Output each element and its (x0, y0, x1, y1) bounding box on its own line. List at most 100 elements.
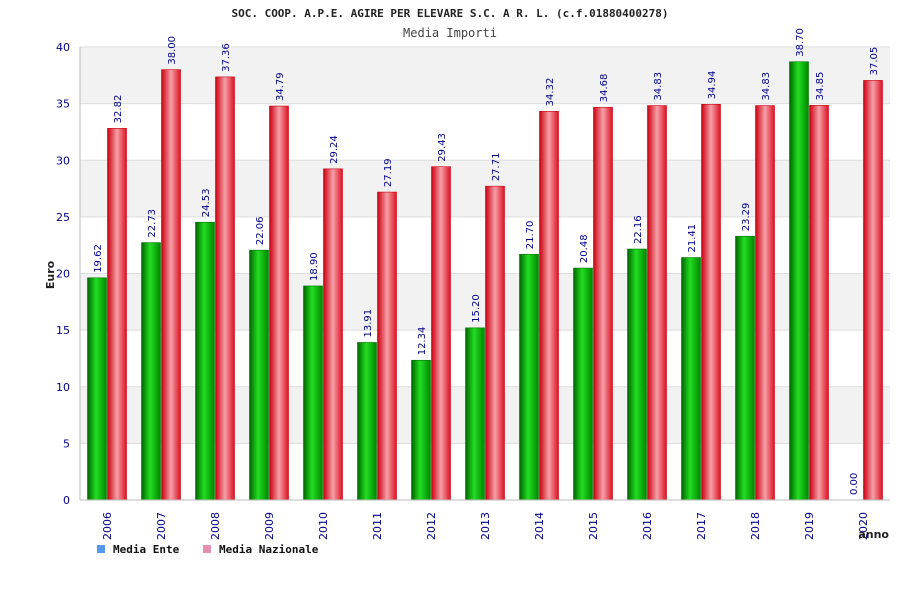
plot-band (80, 386, 890, 444)
x-tick-label: 2018 (749, 512, 762, 540)
x-tick-label: 2012 (425, 512, 438, 540)
data-label: 37.05 (869, 47, 880, 76)
y-tick-label: 5 (63, 437, 70, 450)
x-tick-label: 2020 (857, 512, 870, 540)
data-label: 21.41 (687, 224, 698, 253)
x-tick-label: 2019 (803, 512, 816, 540)
data-label: 38.00 (167, 36, 178, 65)
data-label: 34.85 (815, 72, 826, 101)
data-label: 21.70 (525, 221, 536, 250)
data-label: 24.53 (201, 189, 212, 218)
x-tick-label: 2017 (695, 512, 708, 540)
data-label: 37.36 (221, 43, 232, 72)
y-tick-label: 25 (56, 211, 70, 224)
data-label: 18.90 (309, 252, 320, 281)
data-label: 23.29 (741, 203, 752, 232)
bar-media-nazionale-2012 (431, 166, 451, 501)
bar-media-nazionale-2010 (323, 168, 343, 501)
bar-media-ente-2013 (465, 327, 485, 501)
data-label: 13.91 (363, 309, 374, 338)
bar-media-ente-2007 (141, 242, 161, 501)
bar-media-nazionale-2013 (485, 185, 505, 501)
bar-media-nazionale-2018 (755, 105, 775, 501)
data-label: 20.48 (579, 234, 590, 263)
bar-media-nazionale-2008 (215, 76, 235, 501)
y-axis-label: Euro (44, 260, 57, 289)
x-tick-label: 2007 (155, 512, 168, 540)
x-tick-label: 2008 (209, 512, 222, 540)
chart-subtitle: Media Importi (403, 26, 497, 40)
data-label: 32.82 (113, 95, 124, 124)
data-label: 0.00 (849, 473, 860, 495)
data-label: 34.94 (707, 71, 718, 100)
bars (87, 61, 883, 501)
y-tick-labels: 0 5 10 15 20 25 30 35 40 (56, 41, 70, 507)
plot-band (80, 330, 890, 387)
y-tick-label: 15 (56, 324, 70, 337)
bar-media-nazionale-2006 (107, 128, 127, 501)
bar-media-nazionale-2020 (863, 80, 883, 501)
bar-media-ente-2014 (519, 253, 539, 501)
bar-media-nazionale-2019 (809, 105, 829, 501)
bar-media-nazionale-2014 (539, 111, 559, 501)
data-label: 19.62 (93, 244, 104, 273)
bar-media-ente-2019 (789, 61, 809, 501)
data-label: 27.71 (491, 153, 502, 182)
y-tick-label: 30 (56, 154, 70, 167)
data-label: 38.70 (795, 28, 806, 57)
x-tick-labels: 2006 2007 2008 2009 2010 2011 2012 2013 2014 2015… (101, 512, 870, 540)
axes (79, 47, 890, 501)
plot-band (80, 47, 890, 104)
legend-swatch-media-nazionale (203, 545, 211, 553)
data-label: 12.34 (417, 327, 428, 356)
bar-media-ente-2015 (573, 267, 593, 501)
data-label: 34.83 (653, 72, 664, 101)
x-tick-label: 2006 (101, 512, 114, 540)
bar-media-ente-2008 (195, 221, 215, 501)
bar-media-ente-2012 (411, 359, 431, 501)
x-axis-label: anno (858, 528, 889, 541)
legend-swatch-media-ente (97, 545, 105, 553)
data-label: 34.68 (599, 74, 610, 103)
data-label: 29.43 (437, 133, 448, 162)
bar-media-nazionale-2017 (701, 104, 721, 501)
x-tick-label: 2011 (371, 512, 384, 540)
x-tick-label: 2009 (263, 512, 276, 540)
y-tick-label: 20 (56, 268, 70, 281)
bar-media-nazionale-2011 (377, 191, 397, 501)
data-label: 34.32 (545, 78, 556, 107)
bar-media-ente-2016 (627, 248, 647, 501)
data-label: 22.06 (255, 217, 266, 246)
bar-media-nazionale-2007 (161, 69, 181, 501)
bar-media-ente-2011 (357, 342, 377, 501)
data-label: 15.20 (471, 294, 482, 323)
bar-media-ente-2018 (735, 235, 755, 501)
bar-media-nazionale-2015 (593, 106, 613, 501)
bar-media-ente-2006 (87, 277, 107, 501)
plot-band (80, 160, 890, 217)
legend-label-media-nazionale: Media Nazionale (219, 543, 319, 556)
data-label: 34.83 (761, 72, 772, 101)
x-tick-label: 2016 (641, 512, 654, 540)
x-tick-label: 2014 (533, 512, 546, 540)
plot-band (80, 216, 890, 274)
y-tick-label: 40 (56, 41, 70, 54)
bar-media-nazionale-2009 (269, 105, 289, 501)
bar-media-ente-2017 (681, 257, 701, 501)
y-tick-label: 10 (56, 381, 70, 394)
plot-band (80, 103, 890, 161)
data-label: 22.16 (633, 215, 644, 244)
plot-band (80, 443, 890, 500)
data-label: 34.79 (275, 72, 286, 101)
data-label: 27.19 (383, 158, 394, 187)
y-tick-label: 35 (56, 98, 70, 111)
plot-background (80, 47, 890, 500)
legend: Media Ente Media Nazionale (97, 543, 319, 556)
bar-media-ente-2010 (303, 285, 323, 501)
data-label: 29.24 (329, 135, 340, 164)
bar-media-nazionale-2016 (647, 105, 667, 501)
chart-title: SOC. COOP. A.P.E. AGIRE PER ELEVARE S.C.… (231, 7, 668, 20)
plot-band (80, 273, 890, 331)
legend-label-media-ente: Media Ente (113, 543, 180, 556)
